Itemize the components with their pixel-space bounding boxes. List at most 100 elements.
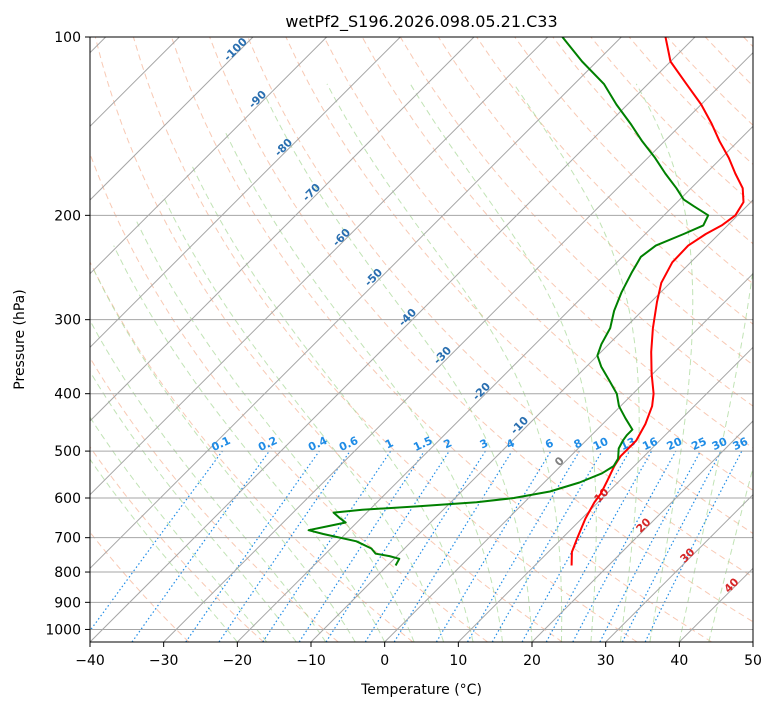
dry-adiabat-line xyxy=(94,37,563,642)
isotherm-label: -90 xyxy=(246,88,269,111)
y-tick-label: 900 xyxy=(54,595,81,611)
dry-adiabat-line xyxy=(323,37,753,491)
plot-area: 0.1 0.2 0.4 0.6 1 1.5 2 3 4 6 8 10 13 16 20 25 30 36-100-… xyxy=(90,37,753,642)
x-axis-title: Temperature (°C) xyxy=(360,682,482,698)
dry-adiabat-line xyxy=(90,446,264,642)
moist-adiabat-line xyxy=(678,83,753,642)
dry-adiabat-line xyxy=(90,260,414,642)
mixing-ratio-line xyxy=(466,450,580,642)
moist-adiabat-line xyxy=(90,458,238,642)
moist-adiabat-line xyxy=(113,245,386,642)
mixing-ratio-line xyxy=(393,450,513,642)
moist-adiabat-line xyxy=(136,221,415,642)
y-tick-label: 1000 xyxy=(45,622,81,638)
moist-adiabat-line xyxy=(409,83,597,642)
mixing-ratio-label: 2 xyxy=(442,436,454,451)
mixing-ratio-label: 10 xyxy=(591,435,611,453)
moist-adiabat-line xyxy=(191,165,474,642)
moist-adiabat-line xyxy=(708,466,753,642)
x-tick-label: 30 xyxy=(597,653,615,669)
x-tick-label: 10 xyxy=(449,653,467,669)
mixing-ratio-lines xyxy=(90,450,743,642)
dry-adiabat-line xyxy=(476,37,753,325)
dry-adiabat-label: 20 xyxy=(634,515,654,535)
isotherm-line xyxy=(90,37,696,642)
isopleth-labels: 0.1 0.2 0.4 0.6 1 1.5 2 3 4 6 8 10 13 16 20 25 30 36-100-… xyxy=(209,37,750,596)
mixing-ratio-line xyxy=(545,450,653,642)
dry-adiabat-line xyxy=(247,37,753,578)
y-axis-title: Pressure (hPa) xyxy=(12,289,28,389)
dry-adiabat-line xyxy=(704,37,753,87)
mixing-ratio-line xyxy=(131,450,270,642)
isotherm-label: -50 xyxy=(362,266,385,289)
y-tick-label: 200 xyxy=(54,208,81,224)
isotherm-line xyxy=(752,641,753,642)
dry-adiabat-line xyxy=(285,37,753,535)
isotherm-line xyxy=(531,420,753,642)
x-tick-label: −20 xyxy=(223,653,253,669)
isotherm-label: -10 xyxy=(508,414,531,437)
x-tick-label: 0 xyxy=(380,653,389,669)
dry-adiabats xyxy=(90,37,753,642)
y-tick-label: 800 xyxy=(54,565,81,581)
isotherm-line xyxy=(90,37,401,349)
dry-adiabat-line xyxy=(171,37,712,642)
isotherm-line xyxy=(90,37,549,496)
mixing-ratio-line xyxy=(90,450,223,632)
x-tick-label: −40 xyxy=(75,653,105,669)
plot-frame xyxy=(89,36,754,643)
moist-adiabat-line xyxy=(92,267,356,642)
isotherm-label: -80 xyxy=(272,136,295,159)
mixing-ratio-line xyxy=(325,450,450,642)
mixing-ratio-line xyxy=(572,450,677,642)
isotherm-label: -40 xyxy=(396,306,419,329)
mixing-ratio-line xyxy=(185,450,320,642)
mixing-ratio-label: 16 xyxy=(640,435,660,453)
x-tick-label: 20 xyxy=(523,653,541,669)
isotherm-line xyxy=(90,37,475,422)
mixing-ratio-line xyxy=(218,450,351,642)
dry-adiabat-label: 30 xyxy=(678,545,698,565)
y-tick-label: 600 xyxy=(54,491,81,507)
mixing-ratio-line xyxy=(521,450,631,642)
dry-adiabat-line xyxy=(552,37,753,245)
isotherm-line xyxy=(384,272,753,642)
mixing-ratio-line xyxy=(262,450,392,642)
isotherm-line xyxy=(605,493,753,642)
mixing-ratio-label: 20 xyxy=(665,435,685,453)
moist-adiabat-line xyxy=(264,94,533,642)
mixing-ratio-line xyxy=(599,450,702,642)
isotherm-line xyxy=(90,37,328,275)
isotherm-label: -20 xyxy=(470,380,493,403)
y-tick-label: 100 xyxy=(54,30,81,46)
dry-adiabat-line xyxy=(132,37,638,642)
moist-adiabat-line xyxy=(326,83,563,642)
dry-adiabat-line xyxy=(90,531,190,642)
isotherms xyxy=(90,37,753,642)
y-axis: 1000 900 800 700 600 500 400 300 200 100 xyxy=(45,30,90,638)
sounding-series xyxy=(307,37,745,566)
moist-adiabat-line xyxy=(635,83,694,642)
isotherm-line xyxy=(90,37,254,201)
temperature-profile-line xyxy=(570,37,745,566)
mixing-ratio-line xyxy=(364,450,486,642)
isotherm-label: -60 xyxy=(330,226,353,249)
moist-adiabat-line xyxy=(90,370,297,642)
x-tick-label: 40 xyxy=(670,653,688,669)
isotherm-line xyxy=(236,125,753,642)
y-tick-label: 500 xyxy=(54,444,81,460)
x-tick-label: 50 xyxy=(744,653,762,669)
y-tick-label: 400 xyxy=(54,387,81,403)
mixing-ratio-label: 6 xyxy=(543,436,556,451)
y-tick-label: 700 xyxy=(54,531,81,547)
dry-adiabat-line xyxy=(514,37,753,285)
x-axis: −40 −30 −20 −10 0 10 20 30 40 50 xyxy=(75,642,762,669)
x-tick-label: −30 xyxy=(149,653,179,669)
isotherm-label: -70 xyxy=(300,181,323,204)
mixing-ratio-line xyxy=(298,450,425,642)
dry-adiabat-line xyxy=(437,37,753,366)
dewpoint-profile-line xyxy=(307,37,710,566)
isotherm-label: -30 xyxy=(431,344,454,367)
mixing-ratio-label: 4 xyxy=(504,436,517,451)
